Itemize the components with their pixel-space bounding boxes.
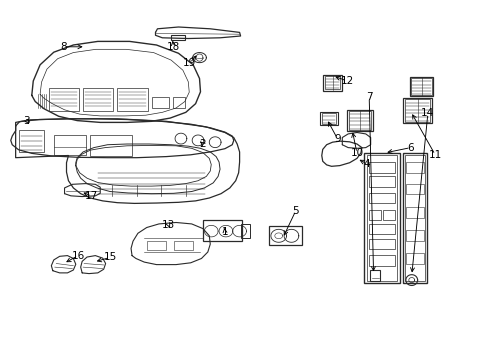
Bar [151, 97, 168, 108]
Bar [83, 88, 113, 111]
Bar [368, 210, 380, 220]
Text: 4: 4 [363, 159, 369, 169]
Text: 15: 15 [103, 252, 117, 262]
Bar [49, 88, 79, 111]
Bar [19, 130, 44, 152]
Bar [406, 207, 423, 218]
Bar [322, 75, 342, 91]
Text: 16: 16 [71, 251, 85, 261]
Bar [409, 77, 432, 96]
Text: 1: 1 [221, 227, 228, 237]
Bar [405, 155, 424, 281]
Bar [406, 230, 423, 241]
Bar [405, 99, 429, 122]
Bar [403, 153, 426, 283]
Bar [320, 112, 337, 125]
Text: 12: 12 [340, 76, 353, 86]
Bar [268, 226, 302, 245]
Bar [90, 135, 132, 156]
Bar [406, 162, 423, 173]
Bar [348, 111, 370, 130]
Text: 6: 6 [407, 143, 413, 153]
Text: 18: 18 [166, 42, 180, 52]
Bar [368, 239, 394, 249]
Bar [368, 193, 394, 203]
Text: 13: 13 [162, 220, 175, 230]
Bar [369, 270, 380, 281]
Bar [368, 255, 394, 266]
Text: 7: 7 [365, 92, 372, 102]
Bar [172, 97, 184, 108]
Text: 5: 5 [292, 206, 299, 216]
Text: 19: 19 [183, 58, 196, 68]
Bar [368, 162, 394, 173]
Bar [368, 224, 394, 234]
Text: 14: 14 [420, 108, 434, 118]
Bar [346, 110, 372, 131]
Bar [324, 76, 340, 89]
Text: 8: 8 [60, 42, 67, 52]
Bar [241, 224, 249, 238]
Bar [410, 78, 431, 95]
Bar [403, 98, 431, 123]
Bar [406, 184, 423, 194]
Bar [173, 241, 193, 250]
Bar [146, 241, 166, 250]
Text: 17: 17 [85, 191, 99, 201]
Bar [368, 176, 394, 187]
Text: 10: 10 [350, 148, 363, 158]
Text: 11: 11 [427, 150, 441, 160]
Bar [406, 253, 423, 264]
Bar [203, 220, 242, 241]
Text: 9: 9 [333, 134, 340, 144]
Text: 2: 2 [199, 139, 206, 149]
Bar [321, 113, 336, 124]
Text: 3: 3 [23, 116, 30, 126]
Bar [364, 153, 399, 283]
Bar [54, 135, 85, 155]
Bar [366, 155, 396, 281]
Bar [382, 210, 394, 220]
Bar [171, 35, 184, 40]
Bar [117, 88, 147, 111]
